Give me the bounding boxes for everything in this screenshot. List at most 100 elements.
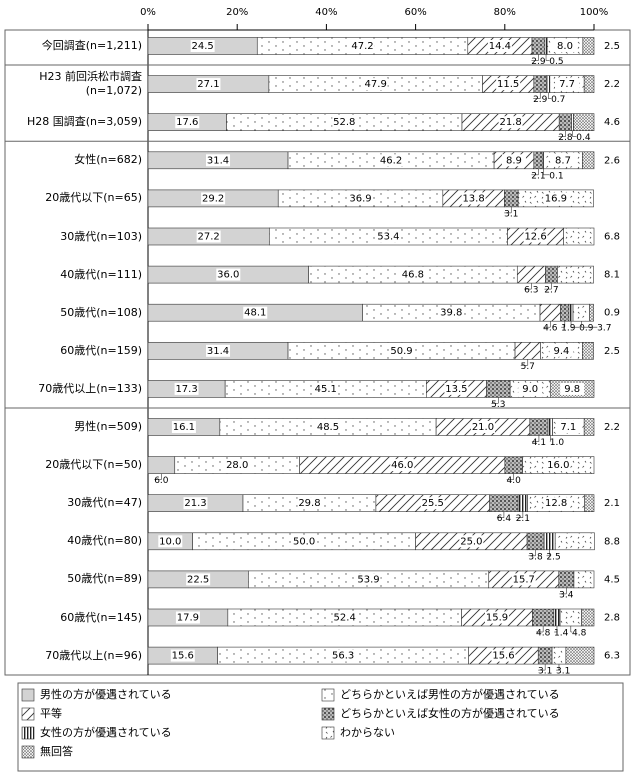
value-label: 21.8	[499, 117, 521, 128]
value-label: 8.8	[604, 536, 620, 547]
label-bg	[216, 268, 241, 281]
value-label: 15.6	[172, 651, 194, 662]
bar-segment	[563, 227, 595, 246]
value-label: 8.9	[506, 155, 522, 166]
value-label: 4.8	[572, 629, 587, 639]
bar-segment	[543, 532, 556, 551]
value-label: 46.8	[402, 270, 424, 281]
value-label: 52.4	[334, 613, 356, 624]
label-bg	[491, 649, 516, 662]
label-bg	[523, 230, 548, 243]
label-bg	[546, 459, 571, 472]
label-bg	[553, 40, 578, 52]
bar-segment	[533, 75, 548, 93]
value-label: 11.5	[497, 79, 519, 90]
value-label: 56.3	[332, 651, 354, 662]
x-tick-label: 0%	[140, 7, 156, 18]
value-label: 47.9	[365, 79, 387, 90]
value-label: 5.7	[521, 362, 535, 372]
bar-segment	[537, 646, 553, 665]
bar-segment	[557, 265, 594, 284]
bar-segment	[547, 418, 553, 436]
value-label: 31.4	[207, 346, 229, 357]
value-label: 31.4	[207, 155, 229, 166]
value-label: 3.7	[597, 324, 611, 334]
value-label: 28.0	[226, 460, 248, 471]
x-tick-label: 20%	[226, 7, 248, 18]
value-label: 17.9	[177, 613, 199, 624]
value-label: 2.9	[533, 95, 548, 105]
bar-segment	[533, 151, 544, 170]
value-label: 2.2	[604, 79, 620, 90]
value-label: 48.5	[317, 422, 339, 433]
value-label: 3.1	[538, 667, 552, 677]
label-bg	[549, 344, 574, 357]
label-bg	[196, 78, 221, 91]
label-bg	[315, 421, 340, 433]
value-label: 2.5	[604, 346, 620, 357]
value-label: 5.3	[491, 400, 505, 410]
value-label: 24.5	[192, 41, 214, 52]
label-bg	[560, 382, 585, 395]
bar-segment	[582, 341, 594, 360]
value-label: 13.8	[462, 193, 484, 204]
value-label: 17.3	[175, 384, 197, 395]
legend-swatch	[321, 726, 335, 740]
bar-segment	[582, 37, 595, 55]
value-label: 0.1	[549, 171, 563, 181]
value-label: 15.7	[513, 574, 535, 585]
value-label: 0.7	[551, 95, 565, 105]
value-label: 7.7	[559, 79, 575, 90]
value-label: 3.1	[556, 667, 570, 677]
bar-segment	[565, 646, 595, 665]
label-bg	[555, 78, 580, 91]
legend-frame	[17, 682, 624, 772]
legend-label: 無回答	[40, 744, 73, 758]
legend-swatch	[321, 688, 335, 702]
label-bg	[170, 649, 195, 662]
legend-label: 女性の方が優遇されている	[40, 725, 172, 739]
bar-segment	[532, 608, 555, 627]
bar-segment	[584, 494, 595, 513]
value-label: 0.9	[604, 308, 620, 319]
label-bg	[331, 649, 356, 662]
legend-swatch	[21, 726, 35, 740]
label-bg	[201, 192, 226, 205]
value-label: 9.0	[522, 384, 538, 395]
value-label: 14.4	[489, 41, 511, 52]
bar-segment	[531, 37, 546, 55]
legend-swatch	[21, 745, 35, 759]
value-label: 7.1	[560, 422, 576, 433]
bar-segment	[516, 265, 546, 284]
value-label: 27.2	[198, 232, 220, 243]
bar-segment	[558, 113, 572, 131]
value-label: 27.1	[197, 79, 219, 90]
value-label: 46.0	[391, 460, 413, 471]
value-label: 21.3	[184, 498, 206, 509]
value-label: 36.9	[349, 193, 371, 204]
label-bg	[206, 154, 231, 167]
value-label: 12.8	[545, 498, 567, 509]
bar-segment	[568, 303, 574, 322]
label-bg	[376, 230, 401, 243]
value-label: 36.0	[217, 270, 239, 281]
bar-segment	[504, 189, 519, 208]
legend-label: 平等	[40, 706, 62, 720]
value-label: 21.0	[472, 422, 494, 433]
value-label: 52.8	[333, 117, 355, 128]
value-label: 3.8	[528, 552, 543, 562]
value-label: 29.2	[202, 193, 224, 204]
label-bg	[196, 230, 221, 243]
category-label: 50歳代(n=89)	[67, 572, 142, 586]
value-label: 6.3	[524, 286, 538, 296]
value-label: 0.4	[576, 133, 591, 143]
value-label: 9.4	[553, 346, 569, 357]
label-bg	[444, 382, 469, 395]
bar-segment	[589, 303, 594, 322]
bar-segment	[546, 75, 551, 93]
label-bg	[225, 459, 250, 472]
value-label: 12.6	[524, 232, 546, 243]
bar-segment	[486, 380, 511, 398]
label-bg	[389, 344, 414, 357]
